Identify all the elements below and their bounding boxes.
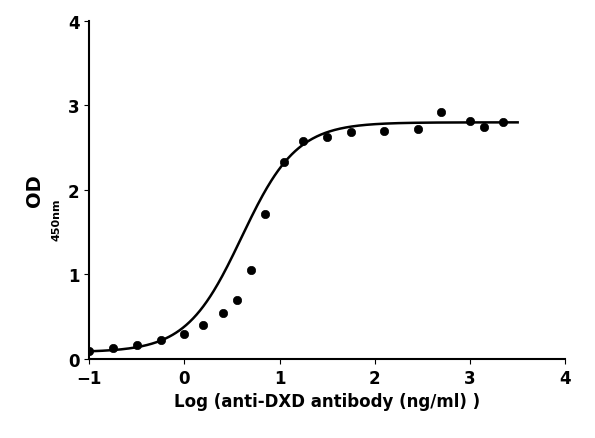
Point <box>246 267 256 274</box>
Point <box>199 322 208 329</box>
Point <box>437 110 446 117</box>
Point <box>380 128 389 135</box>
Point <box>218 309 227 316</box>
Point <box>322 134 332 141</box>
Point <box>156 337 165 344</box>
Point <box>299 138 308 145</box>
Point <box>84 347 94 354</box>
Point <box>413 126 422 133</box>
Point <box>465 118 475 125</box>
Point <box>280 159 289 166</box>
Point <box>499 120 508 127</box>
Point <box>180 330 189 337</box>
Point <box>346 130 356 137</box>
Point <box>132 342 142 349</box>
Point <box>480 124 489 131</box>
Text: OD: OD <box>25 174 44 207</box>
X-axis label: Log (anti-DXD antibody (ng/ml) ): Log (anti-DXD antibody (ng/ml) ) <box>174 392 480 410</box>
Point <box>232 297 242 304</box>
Point <box>261 211 270 218</box>
Text: 450nm: 450nm <box>52 198 62 240</box>
Point <box>108 345 118 352</box>
